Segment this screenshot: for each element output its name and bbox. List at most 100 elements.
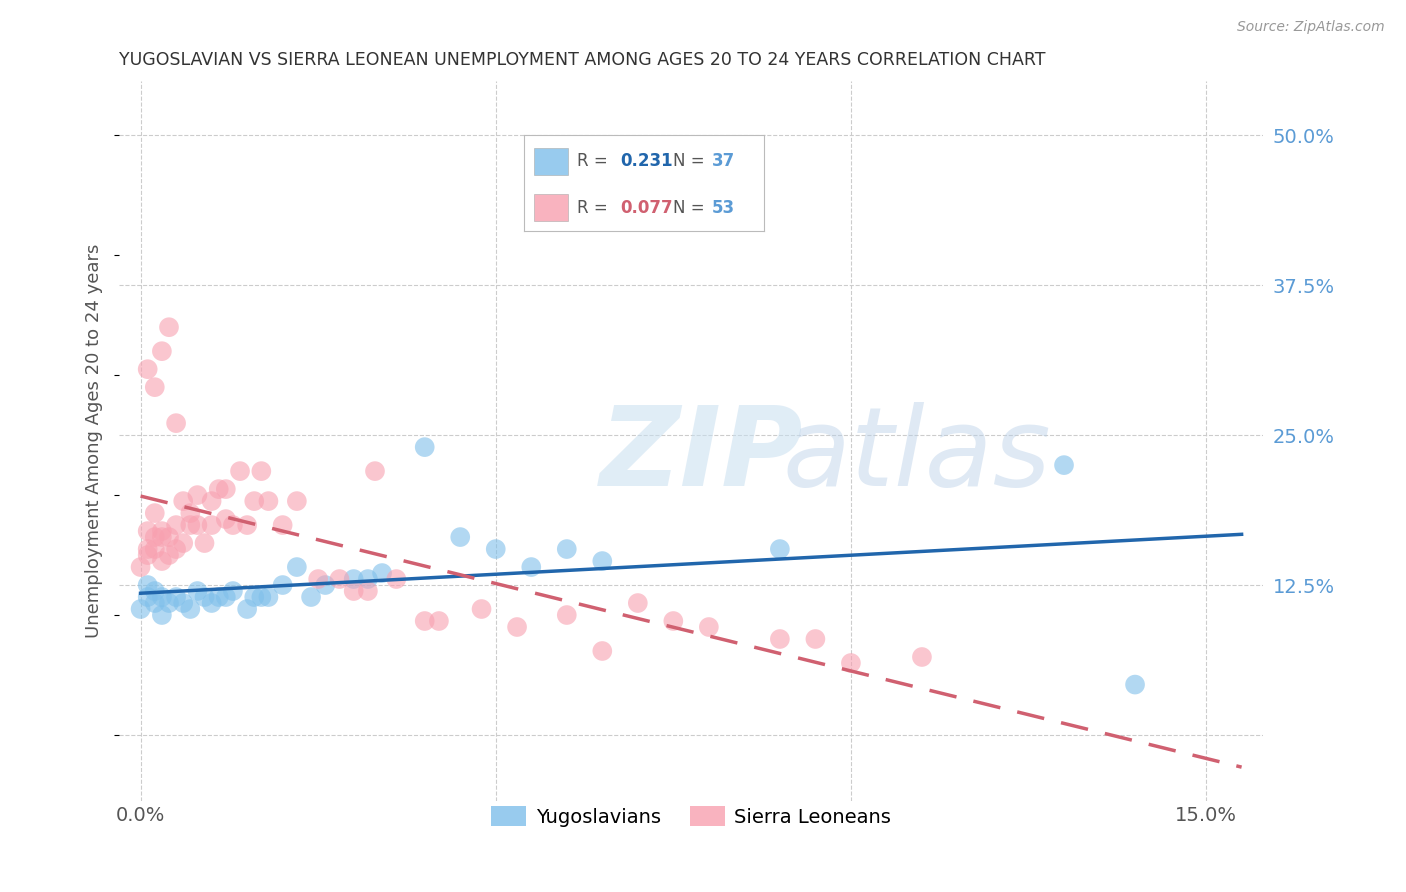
Point xyxy=(157,530,180,544)
Point xyxy=(136,362,159,376)
Point xyxy=(150,524,173,538)
Point xyxy=(215,590,238,604)
Text: atlas: atlas xyxy=(783,402,1052,509)
Point xyxy=(1053,458,1076,472)
Point xyxy=(193,590,215,604)
Point xyxy=(136,578,159,592)
Point xyxy=(697,620,720,634)
Point xyxy=(769,632,792,646)
Y-axis label: Unemployment Among Ages 20 to 24 years: Unemployment Among Ages 20 to 24 years xyxy=(86,244,103,639)
Point xyxy=(143,530,166,544)
Point xyxy=(143,596,166,610)
Point xyxy=(506,620,529,634)
Point xyxy=(243,494,266,508)
Point xyxy=(285,494,308,508)
Point xyxy=(343,572,366,586)
Point xyxy=(165,542,187,557)
Point xyxy=(150,554,173,568)
Point xyxy=(591,554,613,568)
Point xyxy=(250,464,273,478)
Point xyxy=(136,590,159,604)
Point xyxy=(201,494,224,508)
Point xyxy=(165,518,187,533)
Point xyxy=(165,590,187,604)
Point xyxy=(179,506,201,520)
Point xyxy=(520,560,543,574)
Point xyxy=(179,518,201,533)
FancyBboxPatch shape xyxy=(534,148,568,175)
Point xyxy=(371,566,394,580)
Text: YUGOSLAVIAN VS SIERRA LEONEAN UNEMPLOYMENT AMONG AGES 20 TO 24 YEARS CORRELATION: YUGOSLAVIAN VS SIERRA LEONEAN UNEMPLOYME… xyxy=(120,51,1046,69)
Point xyxy=(157,596,180,610)
Point xyxy=(143,506,166,520)
Point xyxy=(769,542,792,557)
Point xyxy=(911,650,934,665)
Point xyxy=(591,644,613,658)
Point xyxy=(129,560,152,574)
Point xyxy=(413,440,436,454)
Point xyxy=(208,482,231,496)
Point xyxy=(485,542,508,557)
Point xyxy=(627,596,650,610)
Point xyxy=(215,512,238,526)
Point xyxy=(172,596,194,610)
Text: ZIP: ZIP xyxy=(599,402,803,509)
Point xyxy=(215,482,238,496)
Point xyxy=(357,572,380,586)
Point xyxy=(229,464,252,478)
Point xyxy=(143,584,166,599)
Point xyxy=(150,590,173,604)
Point xyxy=(172,536,194,550)
Point xyxy=(250,590,273,604)
Text: 0.077: 0.077 xyxy=(620,199,673,217)
Point xyxy=(136,548,159,562)
Point xyxy=(285,560,308,574)
Point xyxy=(143,380,166,394)
Point xyxy=(413,614,436,628)
Text: R =: R = xyxy=(578,153,613,170)
Point xyxy=(271,578,294,592)
Point xyxy=(328,572,350,586)
Point xyxy=(186,518,208,533)
Point xyxy=(143,542,166,557)
Point xyxy=(179,602,201,616)
Point xyxy=(222,518,245,533)
Point xyxy=(150,344,173,359)
Point xyxy=(357,584,380,599)
Text: N =: N = xyxy=(673,199,710,217)
Point xyxy=(208,590,231,604)
Point xyxy=(555,607,578,622)
Point xyxy=(136,542,159,557)
Point xyxy=(343,584,366,599)
Text: 0.231: 0.231 xyxy=(620,153,673,170)
Point xyxy=(236,602,259,616)
Text: N =: N = xyxy=(673,153,710,170)
Point xyxy=(662,614,685,628)
Point xyxy=(201,596,224,610)
Text: Source: ZipAtlas.com: Source: ZipAtlas.com xyxy=(1237,20,1385,34)
FancyBboxPatch shape xyxy=(534,194,568,221)
Point xyxy=(186,488,208,502)
Point xyxy=(271,518,294,533)
Point xyxy=(257,590,280,604)
Point xyxy=(804,632,827,646)
Legend: Yugoslavians, Sierra Leoneans: Yugoslavians, Sierra Leoneans xyxy=(484,798,898,834)
Point xyxy=(150,607,173,622)
Point xyxy=(1123,677,1146,691)
Text: 53: 53 xyxy=(711,199,734,217)
Point xyxy=(385,572,408,586)
Point xyxy=(172,494,194,508)
Point xyxy=(201,518,224,533)
Point xyxy=(236,518,259,533)
Point xyxy=(257,494,280,508)
Point xyxy=(165,416,187,430)
Point xyxy=(222,584,245,599)
Point xyxy=(449,530,471,544)
Point xyxy=(157,548,180,562)
Point xyxy=(314,578,336,592)
Point xyxy=(136,524,159,538)
Text: 37: 37 xyxy=(711,153,735,170)
Point xyxy=(186,584,208,599)
Point xyxy=(129,602,152,616)
Point xyxy=(470,602,492,616)
